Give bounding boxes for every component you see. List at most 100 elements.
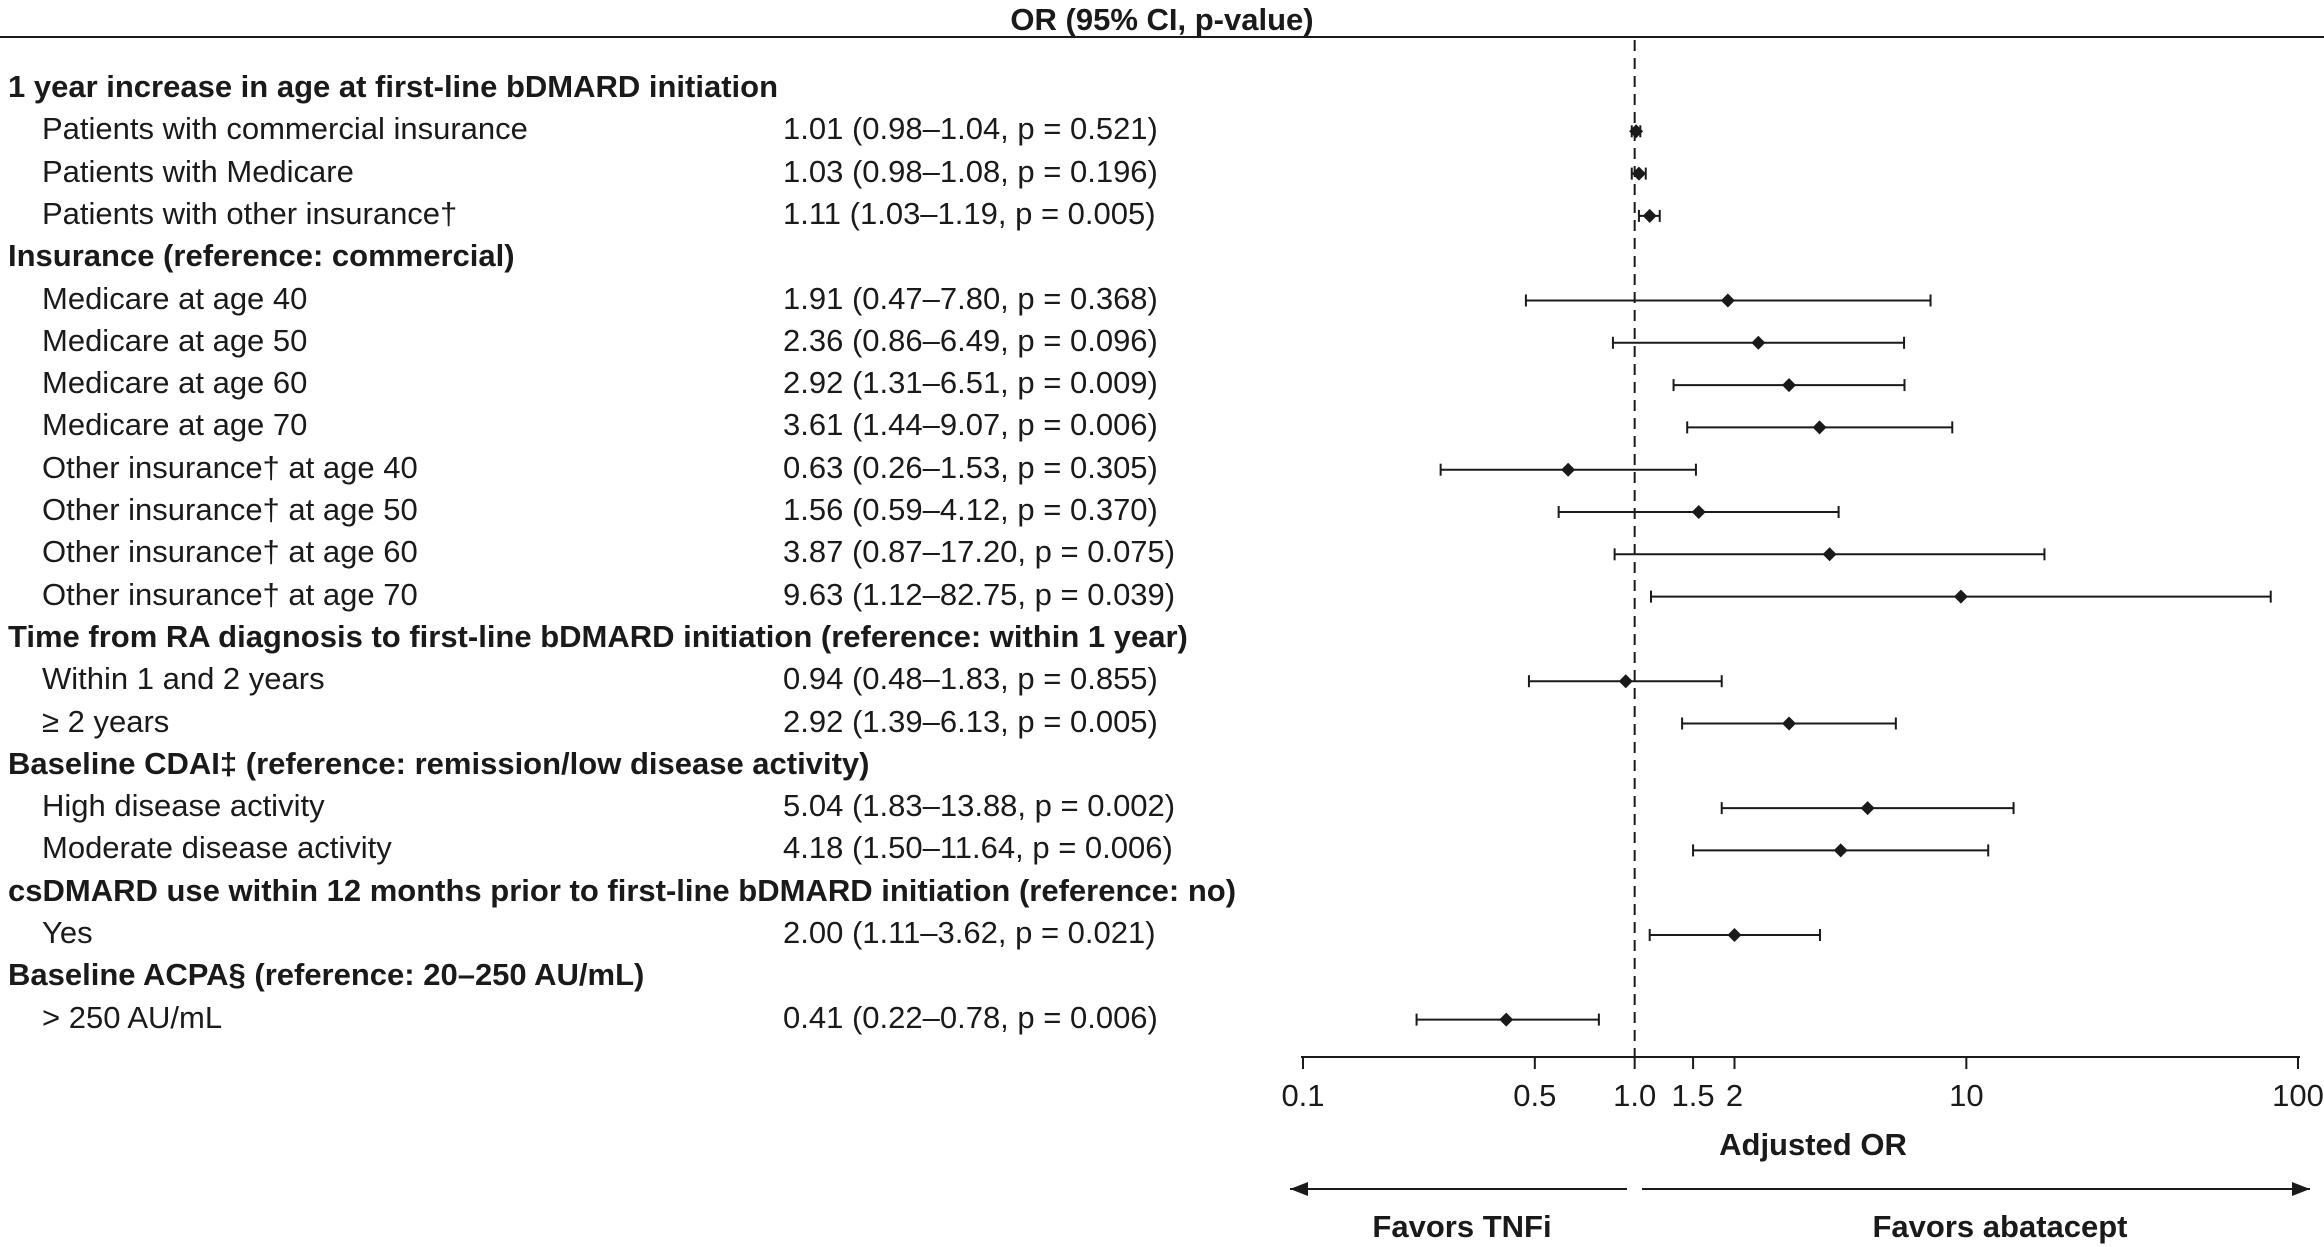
table-row: Patients with commercial insurance 1.01 (…: [0, 108, 1290, 150]
or-value: 1.11 (1.03–1.19, p = 0.005): [783, 195, 1156, 231]
table-row: Other insurance† at age 50 1.56 (0.59–4.1…: [0, 489, 1290, 531]
row-label: Patients with other insurance†: [42, 195, 458, 231]
table-row: Other insurance† at age 70 9.63 (1.12–82.…: [0, 574, 1290, 616]
table-row: Medicare at age 70 3.61 (1.44–9.07, p = 0…: [0, 404, 1290, 446]
or-value: 5.04 (1.83–13.88, p = 0.002): [783, 788, 1176, 824]
point-estimate: [1618, 674, 1633, 689]
table-row: Patients with Medicare 1.03 (0.98–1.08, p…: [0, 151, 1290, 193]
row-table: 1 year increase in age at first-line bDM…: [0, 0, 1300, 1100]
group-heading-row: Baseline CDAI‡ (reference: remission/low…: [0, 743, 1290, 785]
table-row: Moderate disease activity 4.18 (1.50–11.6…: [0, 827, 1290, 869]
row-label: Patients with Medicare: [42, 153, 354, 189]
point-estimate: [1561, 462, 1576, 477]
or-value: 1.56 (0.59–4.12, p = 0.370): [783, 492, 1158, 527]
point-estimate: [1953, 589, 1968, 604]
x-tick-label: 1.0: [1613, 1078, 1656, 1113]
or-value: 1.91 (0.47–7.80, p = 0.368): [783, 280, 1158, 316]
row-label: Moderate disease activity: [42, 830, 392, 866]
or-value: 4.18 (1.50–11.64, p = 0.006): [783, 830, 1173, 866]
row-label: Within 1 and 2 years: [42, 661, 325, 697]
row-label: Yes: [42, 915, 93, 950]
favors-abatacept-label: Favors abatacept: [1873, 1209, 2128, 1244]
table-row: Yes 2.00 (1.11–3.62, p = 0.021): [0, 912, 1290, 954]
table-row: High disease activity 5.04 (1.83–13.88, p…: [0, 785, 1290, 827]
row-label: Other insurance† at age 40: [42, 449, 418, 485]
arrow-head: [1290, 1182, 1308, 1196]
point-estimate: [1631, 166, 1646, 181]
point-estimate: [1720, 293, 1735, 308]
header-rule: [0, 36, 2324, 38]
x-tick-label: 2: [1726, 1078, 1743, 1113]
row-label: Other insurance† at age 50: [42, 492, 418, 527]
point-estimate: [1812, 420, 1827, 435]
table-header-title: OR (95% CI, p-value): [1010, 2, 1314, 37]
group-heading: Baseline CDAI‡ (reference: remission/low…: [8, 745, 870, 781]
table-row: Within 1 and 2 years 0.94 (0.48–1.83, p =…: [0, 658, 1290, 700]
point-estimate: [1499, 1012, 1514, 1027]
or-value: 2.36 (0.86–6.49, p = 0.096): [783, 322, 1158, 358]
favors-abatacept-arrow: [1642, 1182, 2310, 1196]
group-heading: 1 year increase in age at first-line bDM…: [8, 69, 779, 104]
x-tick-label: 0.1: [1281, 1078, 1324, 1113]
table-row: ≥ 2 years 2.92 (1.39–6.13, p = 0.005): [0, 701, 1290, 743]
point-estimate: [1782, 716, 1797, 731]
point-estimate: [1691, 505, 1706, 519]
point-estimate: [1860, 801, 1875, 816]
x-tick-label: 0.5: [1513, 1078, 1556, 1113]
x-tick-label: 10: [1949, 1078, 1983, 1113]
row-label: Medicare at age 50: [42, 322, 308, 358]
ci-layer: [1415, 124, 2272, 1027]
or-value: 2.92 (1.39–6.13, p = 0.005): [783, 703, 1158, 739]
or-value: 0.41 (0.22–0.78, p = 0.006): [783, 999, 1158, 1035]
row-label: Other insurance† at age 60: [42, 534, 418, 570]
group-heading: Insurance (reference: commercial): [8, 238, 515, 274]
row-label: Medicare at age 40: [42, 280, 308, 316]
row-label: ≥ 2 years: [42, 703, 170, 739]
row-label: Other insurance† at age 70: [42, 576, 418, 612]
point-estimate: [1782, 378, 1797, 393]
table-row: Medicare at age 60 2.92 (1.31–6.51, p = 0…: [0, 362, 1290, 404]
group-heading-row: csDMARD use within 12 months prior to fi…: [0, 870, 1290, 912]
or-value: 3.61 (1.44–9.07, p = 0.006): [783, 407, 1158, 443]
or-value: 1.03 (0.98–1.08, p = 0.196): [783, 153, 1158, 189]
table-row: Patients with other insurance† 1.11 (1.03…: [0, 193, 1290, 235]
or-value: 2.92 (1.31–6.51, p = 0.009): [783, 365, 1158, 401]
group-heading: csDMARD use within 12 months prior to fi…: [8, 872, 1237, 908]
point-estimate: [1751, 335, 1766, 350]
point-estimate: [1833, 843, 1848, 858]
group-heading: Time from RA diagnosis to first-line bDM…: [8, 618, 1188, 654]
arrow-head: [2292, 1182, 2310, 1196]
x-axis-label: Adjusted OR: [1719, 1127, 1907, 1162]
or-value: 1.01 (0.98–1.04, p = 0.521): [783, 111, 1158, 147]
or-value: 0.94 (0.48–1.83, p = 0.855): [783, 661, 1158, 697]
table-row: Medicare at age 40 1.91 (0.47–7.80, p = 0…: [0, 278, 1290, 320]
group-heading-row: Baseline ACPA§ (reference: 20–250 AU/mL): [0, 954, 1290, 996]
x-tick-label: 100: [2272, 1078, 2324, 1113]
or-value: 2.00 (1.11–3.62, p = 0.021): [783, 915, 1156, 950]
row-label: Medicare at age 60: [42, 365, 308, 401]
point-estimate: [1727, 928, 1742, 942]
group-heading-row: Insurance (reference: commercial): [0, 235, 1290, 277]
x-tick-label: 1.5: [1672, 1078, 1715, 1113]
point-estimate: [1629, 124, 1644, 139]
table-row: Other insurance† at age 40 0.63 (0.26–1.5…: [0, 447, 1290, 489]
favors-tnfi-label: Favors TNFi: [1372, 1209, 1551, 1244]
table-row: > 250 AU/mL 0.41 (0.22–0.78, p = 0.006): [0, 997, 1290, 1039]
row-label: > 250 AU/mL: [42, 999, 223, 1035]
favors-tnfi-arrow: [1290, 1182, 1627, 1196]
row-label: Medicare at age 70: [42, 407, 308, 443]
table-row: Other insurance† at age 60 3.87 (0.87–17.…: [0, 531, 1290, 573]
group-heading: Baseline ACPA§ (reference: 20–250 AU/mL): [8, 957, 645, 993]
or-value: 0.63 (0.26–1.53, p = 0.305): [783, 449, 1158, 485]
row-label: Patients with commercial insurance: [42, 111, 528, 147]
or-value: 9.63 (1.12–82.75, p = 0.039): [783, 576, 1176, 612]
row-label: High disease activity: [42, 788, 325, 824]
point-estimate: [1642, 208, 1657, 223]
group-heading-row: Time from RA diagnosis to first-line bDM…: [0, 616, 1290, 658]
x-axis-ticks: 0.1 0.5 1.0 1.5 2 10 100: [1281, 1057, 2324, 1113]
group-heading-row: 1 year increase in age at first-line bDM…: [0, 66, 1290, 108]
table-row: Medicare at age 50 2.36 (0.86–6.49, p = 0…: [0, 320, 1290, 362]
or-value: 3.87 (0.87–17.20, p = 0.075): [783, 534, 1176, 570]
point-estimate: [1822, 547, 1837, 562]
